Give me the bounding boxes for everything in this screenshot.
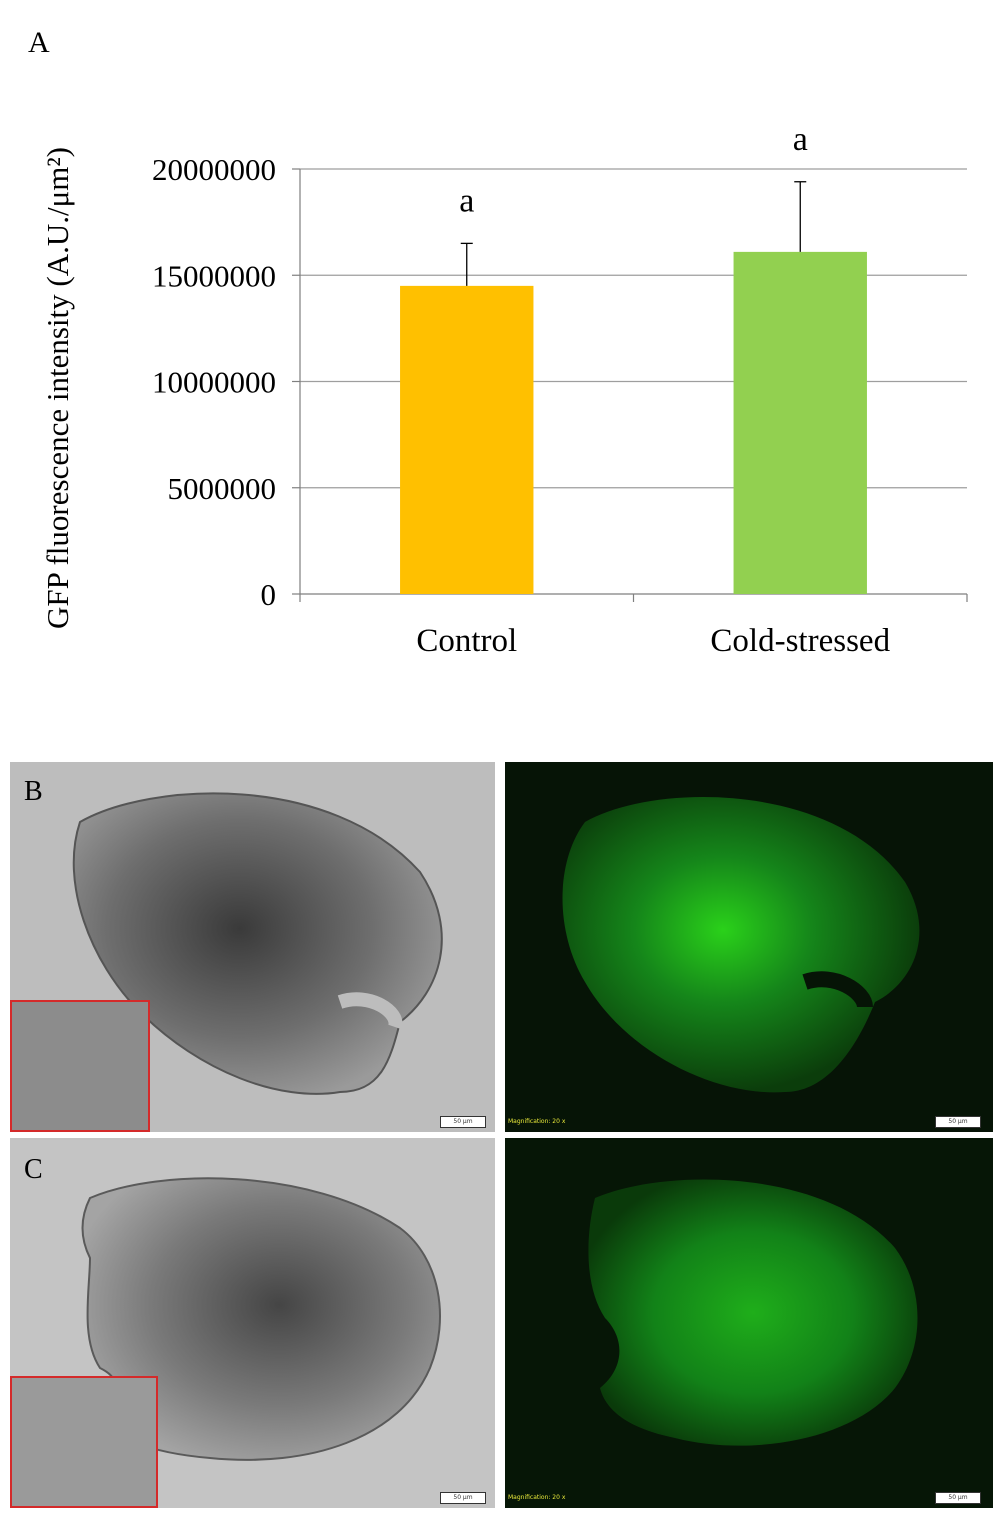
micrograph-c-fluorescence: Magnification: 20 x 50 μm	[505, 1138, 993, 1508]
panel-label-c: C	[24, 1154, 43, 1185]
scale-bar-c-left: 50 μm	[440, 1492, 486, 1504]
inset-b	[10, 1000, 150, 1132]
panel-label-a: A	[28, 26, 50, 59]
micrograph-b-fluorescence: Magnification: 20 x 50 μm	[505, 762, 993, 1132]
y-tick-label: 15000000	[152, 258, 276, 293]
scale-bar-b-left: 50 μm	[440, 1116, 486, 1128]
magnification-label-c: Magnification: 20 x	[508, 1494, 566, 1501]
y-tick-label: 0	[261, 577, 277, 612]
x-tick-label: Cold-stressed	[710, 623, 890, 659]
significance-letter: a	[793, 121, 808, 158]
micrograph-c-brightfield: 50 μm	[10, 1138, 495, 1508]
y-tick-label: 10000000	[152, 365, 276, 400]
bar-chart: 0 5000000 10000000 15000000 20000000 a Control…	[40, 121, 968, 659]
tick-labels: 0 5000000 10000000 15000000 20000000 a Control…	[152, 121, 891, 659]
bar-cold-stressed	[733, 251, 867, 594]
x-tick-label: Control	[416, 623, 517, 659]
y-axis-label: GFP fluorescence intensity (A.U./μm²)	[40, 147, 75, 629]
scale-bar-c-right: 50 μm	[935, 1492, 981, 1504]
bar-control	[400, 285, 534, 594]
significance-letter: a	[459, 182, 474, 219]
y-tick-label: 20000000	[152, 152, 276, 187]
y-tick-label: 5000000	[168, 471, 277, 506]
inset-c	[10, 1376, 158, 1508]
magnification-label-b: Magnification: 20 x	[508, 1118, 566, 1125]
bars	[400, 181, 867, 594]
scale-bar-b-right: 50 μm	[935, 1116, 981, 1128]
panel-label-b: B	[24, 776, 43, 807]
micrograph-b-brightfield: 50 μm	[10, 762, 495, 1132]
